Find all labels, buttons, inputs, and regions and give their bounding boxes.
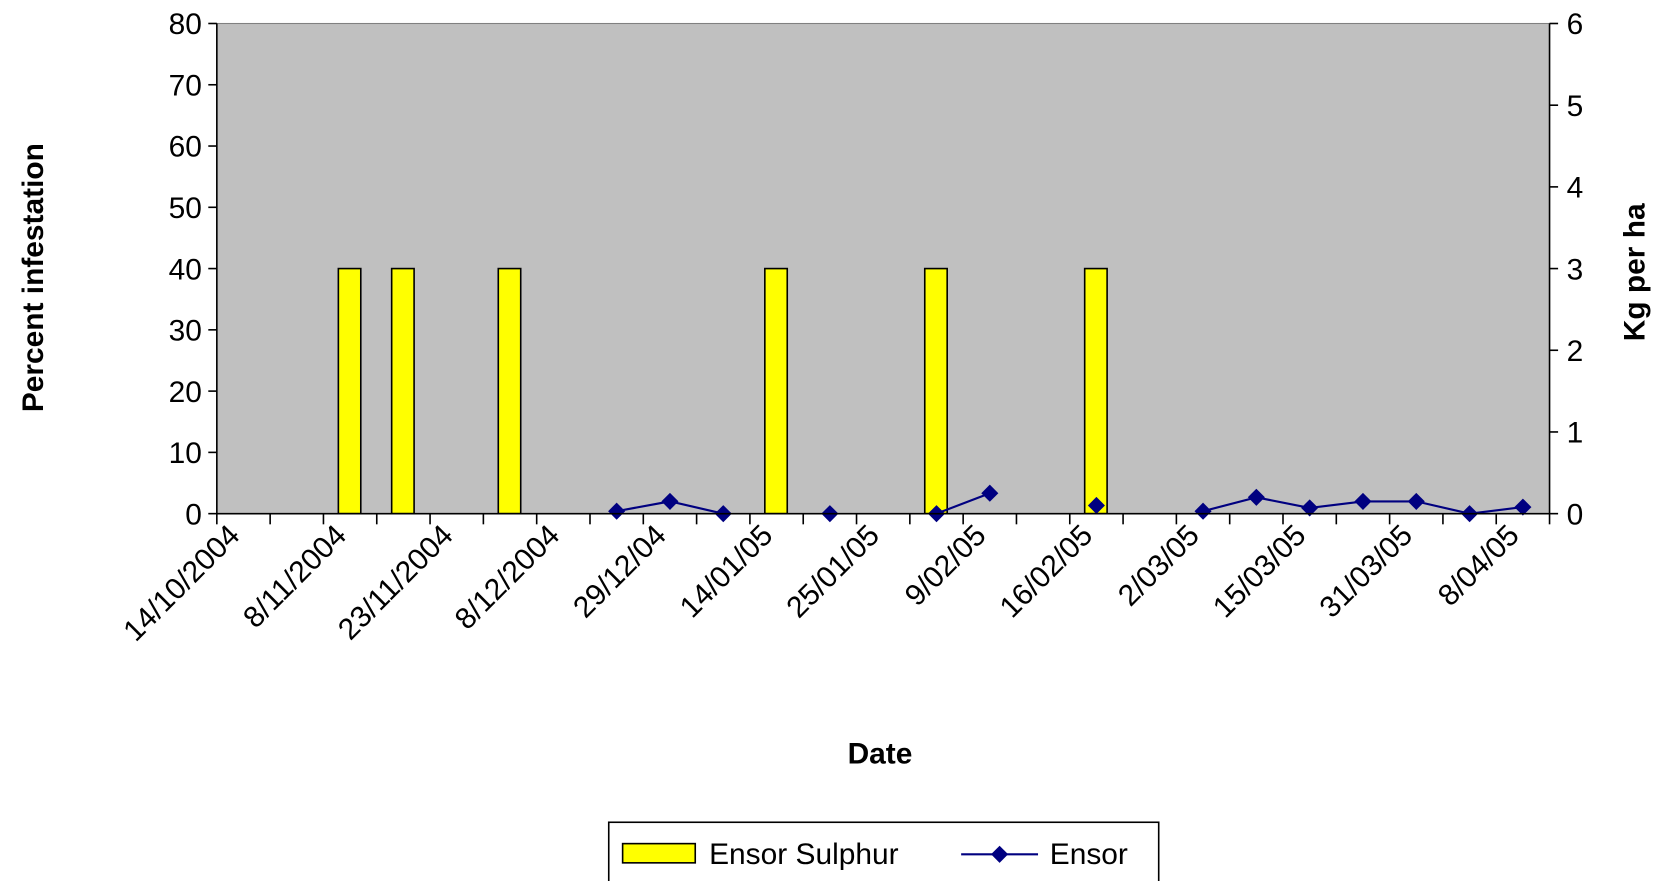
line-marker [661,492,679,510]
y-tick-label: 80 [169,8,202,41]
x-tick-label: 8/04/05 [1432,519,1526,613]
bar [497,267,522,515]
y-tick-label: 40 [169,253,202,286]
y2-tick-label: 3 [1567,253,1584,286]
x-tick-label: 8/11/2004 [237,519,353,635]
y2-tick-label: 1 [1567,417,1584,450]
y-tick-label: 70 [169,69,202,102]
y2-tick-label: 4 [1567,172,1584,205]
bar [337,267,362,515]
bar [390,267,415,515]
x-tick-label: 25/01/05 [780,519,886,625]
y-tick-label: 30 [169,315,202,348]
plot-area [216,22,1551,515]
x-tick-label: 31/03/05 [1313,519,1419,625]
x-tick-label: 14/01/05 [674,519,780,625]
x-tick-label: 14/10/2004 [117,519,246,648]
y-tick-label: 0 [185,498,202,531]
y-tick-label: 60 [169,131,202,164]
y-tick-label: 20 [169,376,202,409]
x-tick-label: 16/02/05 [994,519,1100,625]
line-marker [1407,492,1425,510]
bar [923,267,948,515]
legend-label: Ensor Sulphur [709,838,898,871]
y2-tick-label: 0 [1567,498,1584,531]
line-marker [981,484,999,502]
line-marker [1247,488,1265,506]
bar [1083,267,1108,515]
y2-tick-label: 2 [1567,335,1584,368]
legend-swatch [621,842,697,864]
legend-box [607,821,1160,881]
y-axis-title: Percent infestation [17,143,50,412]
x-tick-label: 15/03/05 [1207,519,1313,625]
y-tick-label: 50 [169,192,202,225]
x-tick-label: 2/03/05 [1112,519,1206,613]
y2-tick-label: 6 [1567,8,1584,41]
y2-tick-label: 5 [1567,90,1584,123]
x-tick-label: 29/12/04 [567,519,673,625]
x-tick-label: 23/11/2004 [332,519,460,647]
x-axis-title: Date [848,738,913,771]
bar [764,267,789,515]
legend-label: Ensor [1050,838,1128,871]
y2-axis-title: Kg per ha [1619,203,1652,341]
y-tick-label: 10 [169,437,202,470]
line-marker [1301,499,1319,517]
x-tick-label: 8/12/2004 [449,519,566,636]
x-tick-label: 9/02/05 [899,519,993,613]
